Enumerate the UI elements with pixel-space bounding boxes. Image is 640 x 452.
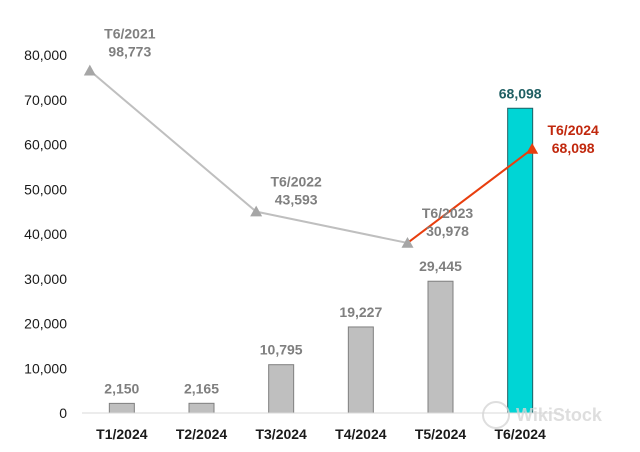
x-tick-label: T1/2024 (96, 426, 148, 442)
bar-highlight (507, 107, 534, 414)
bar (108, 402, 135, 414)
bar-value-label: 19,227 (339, 304, 382, 320)
yoy-point-value: 68,098 (552, 140, 595, 156)
y-tick-label: 60,000 (24, 137, 67, 153)
yoy-point-marker (401, 236, 414, 248)
bar-value-label: 10,795 (260, 342, 303, 358)
yoy-line-segment (255, 210, 408, 244)
yoy-point-value: 98,773 (108, 44, 151, 60)
bar-value-label: 2,150 (104, 380, 139, 396)
yoy-point-value: 30,978 (426, 223, 469, 239)
x-tick-label: T6/2024 (494, 426, 546, 442)
y-axis: 0 10,000 20,000 30,000 40,000 50,000 60,000 70,… (24, 47, 67, 421)
yoy-point-marker (526, 142, 539, 154)
watermark-text: WikiStock (516, 405, 603, 425)
bar-value-label: 68,098 (499, 85, 542, 101)
yoy-line-segment-highlight (406, 148, 533, 244)
y-tick-label: 10,000 (24, 360, 67, 376)
bar-value-label: 29,445 (419, 258, 462, 274)
y-tick-label: 80,000 (24, 47, 67, 63)
watermark-logo-icon (482, 401, 510, 429)
bar (268, 364, 295, 414)
x-tick-label: T5/2024 (415, 426, 467, 442)
yoy-point-marker (83, 64, 96, 76)
y-tick-label: 50,000 (24, 181, 67, 197)
yoy-point-label: T6/2021 (104, 26, 156, 42)
yoy-point-label: T6/2023 (422, 205, 474, 221)
bar-value-label: 2,165 (184, 380, 219, 396)
bar (347, 326, 374, 414)
yoy-line-segment (89, 69, 257, 213)
y-tick-label: 0 (59, 405, 67, 421)
yoy-point-label: T6/2024 (547, 122, 599, 138)
y-tick-label: 70,000 (24, 92, 67, 108)
watermark: WikiStock (482, 401, 603, 429)
yoy-point-marker (250, 205, 263, 217)
x-axis: T1/2024 T2/2024 T3/2024 T4/2024 T5/2024 T6/20… (82, 412, 560, 442)
y-tick-label: 40,000 (24, 226, 67, 242)
x-tick-label: T2/2024 (176, 426, 228, 442)
yoy-point-value: 43,593 (275, 192, 318, 208)
x-tick-label: T4/2024 (335, 426, 387, 442)
bar (427, 280, 454, 414)
yoy-point-label: T6/2022 (270, 174, 322, 190)
y-tick-label: 30,000 (24, 271, 67, 287)
bars: 2,150 2,165 10,795 19,227 29,445 68,098 (104, 85, 542, 414)
bar (188, 402, 215, 414)
y-tick-label: 20,000 (24, 316, 67, 332)
yoy-line: T6/2021 98,773 T6/2022 43,593 T6/2023 30,978 T… (83, 26, 599, 248)
x-tick-label: T3/2024 (255, 426, 307, 442)
